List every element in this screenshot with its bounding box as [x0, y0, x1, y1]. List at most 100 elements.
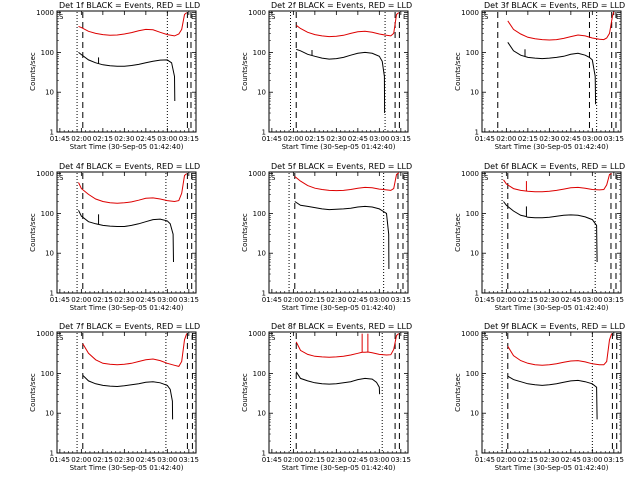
y-tick-label: 100	[466, 49, 479, 57]
x-tick-label: 03:15	[391, 135, 411, 143]
y-tick-label: 100	[466, 210, 479, 218]
series-line-events	[294, 201, 390, 270]
y-axis-label: Counts/sec	[454, 213, 462, 252]
end-marker-label: E	[616, 174, 620, 182]
x-tick-label: 03:15	[179, 456, 199, 464]
y-axis-label: Counts/sec	[241, 52, 249, 91]
x-tick-label: 03:00	[369, 135, 389, 143]
start-marker-label: S	[59, 334, 64, 342]
x-tick-label: 01:45	[50, 296, 70, 304]
series-line-events	[507, 42, 597, 105]
series-line-lld	[507, 333, 613, 366]
x-tick-label: 02:00	[496, 456, 516, 464]
y-axis-label: Counts/sec	[454, 373, 462, 412]
x-axis-label: Start Time (30-Sep-05 01:42:40)	[495, 304, 609, 312]
end-marker-label: E	[403, 13, 407, 21]
x-tick-label: 03:00	[157, 296, 177, 304]
series-line-lld	[82, 333, 188, 367]
y-tick-label: 1000	[461, 170, 479, 178]
panel-title: Det 6f BLACK = Events, RED = LLD	[484, 162, 625, 171]
y-tick-label: 1	[50, 129, 54, 137]
plot-frame	[56, 171, 197, 294]
x-tick-label: 03:00	[157, 135, 177, 143]
y-tick-label: 1	[475, 290, 479, 298]
x-tick-label: 02:45	[348, 135, 368, 143]
series-line-lld	[78, 173, 188, 204]
plot-frame	[481, 171, 622, 294]
y-tick-label: 100	[41, 210, 54, 218]
series-line-lld	[507, 11, 615, 41]
y-tick-label: 1	[50, 290, 54, 298]
x-tick-label: 02:15	[305, 135, 325, 143]
y-tick-label: 1	[475, 450, 479, 458]
x-tick-label: 02:45	[561, 456, 581, 464]
panel-title: Det 5f BLACK = Events, RED = LLD	[271, 162, 412, 171]
y-axis-label: Counts/sec	[29, 213, 37, 252]
plot-frame	[268, 10, 409, 133]
series-line-lld	[503, 173, 612, 193]
x-tick-label: 01:45	[262, 135, 282, 143]
x-tick-label: 02:15	[518, 296, 538, 304]
plot-frame	[481, 10, 622, 133]
y-tick-label: 10	[470, 250, 479, 258]
x-tick-label: 02:45	[136, 296, 156, 304]
x-axis-label: Start Time (30-Sep-05 01:42:40)	[495, 464, 609, 472]
start-marker-label: S	[59, 174, 64, 182]
panel-title: Det 9f BLACK = Events, RED = LLD	[484, 322, 625, 331]
x-tick-label: 02:00	[71, 456, 91, 464]
y-tick-label: 1	[50, 450, 54, 458]
start-marker-label: S	[484, 174, 489, 182]
x-axis-label: Start Time (30-Sep-05 01:42:40)	[70, 464, 184, 472]
series-line-events	[78, 52, 176, 102]
x-tick-label: 02:30	[326, 135, 346, 143]
y-tick-label: 10	[470, 89, 479, 97]
x-tick-label: 01:45	[262, 296, 282, 304]
series-line-events	[82, 374, 174, 420]
y-tick-label: 10	[45, 410, 54, 418]
x-tick-label: 03:15	[604, 296, 624, 304]
x-tick-label: 02:30	[539, 456, 559, 464]
panel-title: Det 1f BLACK = Events, RED = LLD	[59, 1, 200, 10]
y-tick-label: 10	[257, 250, 266, 258]
x-tick-label: 01:45	[50, 135, 70, 143]
series-line-lld	[295, 12, 400, 38]
x-tick-label: 03:00	[369, 456, 389, 464]
x-tick-label: 02:45	[136, 456, 156, 464]
x-tick-label: 03:00	[369, 296, 389, 304]
y-tick-label: 10	[257, 410, 266, 418]
x-tick-label: 02:30	[114, 456, 134, 464]
x-tick-label: 03:15	[604, 456, 624, 464]
start-marker-label: S	[59, 13, 64, 21]
panel-det-5: Det 5f BLACK = Events, RED = LLD 01:45 02:…	[241, 162, 412, 312]
panel-det-1: Det 1f BLACK = Events, RED = LLD 01:45 02:…	[29, 1, 200, 151]
y-tick-label: 100	[41, 370, 54, 378]
x-tick-label: 02:15	[305, 296, 325, 304]
y-tick-label: 1000	[248, 9, 266, 17]
start-marker-label: S	[271, 174, 276, 182]
y-tick-label: 100	[253, 370, 266, 378]
panel-det-6: Det 6f BLACK = Events, RED = LLD 01:45 02:…	[454, 162, 625, 312]
start-marker-label: S	[271, 334, 276, 342]
y-tick-label: 1000	[461, 9, 479, 17]
panel-title: Det 8f BLACK = Events, RED = LLD	[271, 322, 412, 331]
y-tick-label: 100	[253, 49, 266, 57]
x-tick-label: 02:15	[305, 456, 325, 464]
series-line-events	[295, 371, 381, 395]
y-tick-label: 1000	[36, 170, 54, 178]
start-marker-label: S	[484, 334, 489, 342]
end-marker-label: E	[191, 334, 195, 342]
x-tick-label: 02:15	[93, 296, 113, 304]
end-marker-label: E	[403, 334, 407, 342]
end-marker-label: E	[191, 174, 195, 182]
y-tick-label: 10	[45, 250, 54, 258]
y-tick-label: 10	[470, 410, 479, 418]
x-tick-label: 02:45	[136, 135, 156, 143]
x-axis-label: Start Time (30-Sep-05 01:42:40)	[282, 464, 396, 472]
y-tick-label: 1000	[248, 330, 266, 338]
x-tick-label: 01:45	[475, 296, 495, 304]
x-tick-label: 02:00	[496, 135, 516, 143]
y-tick-label: 100	[41, 49, 54, 57]
series-line-events	[507, 375, 598, 420]
